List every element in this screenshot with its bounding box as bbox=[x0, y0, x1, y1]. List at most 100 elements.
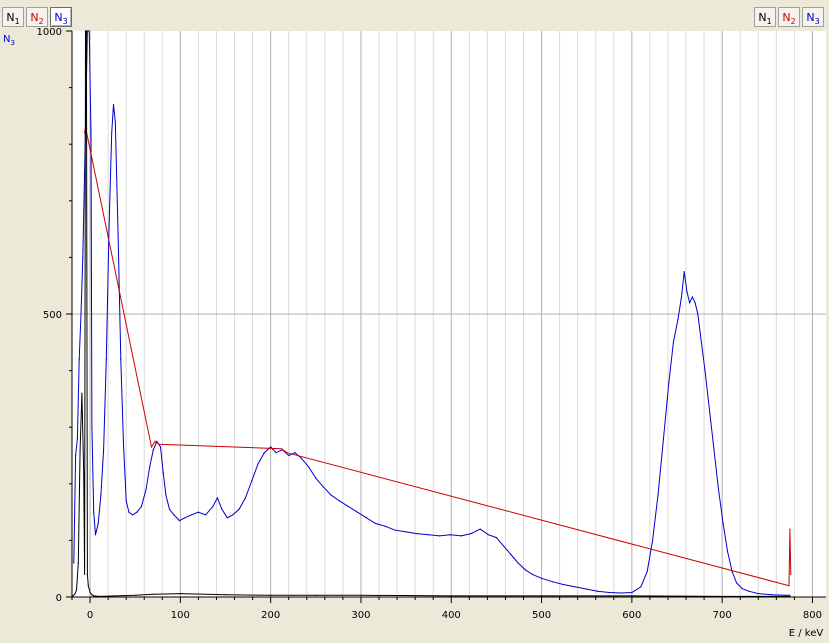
data-point-n3 bbox=[672, 341, 674, 343]
tab-subscript: 1 bbox=[766, 17, 772, 27]
data-point-n3 bbox=[270, 446, 272, 448]
data-point-n3 bbox=[347, 505, 349, 508]
tab-label: N bbox=[6, 11, 15, 24]
tab-left-n2[interactable]: N2 bbox=[26, 7, 48, 27]
data-point-n3 bbox=[677, 319, 679, 321]
data-point-n2 bbox=[150, 446, 153, 448]
data-point-n3 bbox=[713, 449, 715, 451]
data-point-n1 bbox=[93, 595, 95, 597]
data-point-n1 bbox=[81, 392, 83, 394]
data-point-n2 bbox=[790, 573, 792, 575]
data-point-n3 bbox=[365, 517, 367, 519]
data-point-n1 bbox=[75, 589, 78, 591]
data-point-n3 bbox=[741, 587, 743, 590]
tab-right-n2[interactable]: N2 bbox=[778, 7, 800, 27]
data-point-n3 bbox=[748, 590, 750, 592]
data-point-n3 bbox=[428, 534, 430, 536]
data-point-n3 bbox=[517, 562, 519, 564]
data-point-n1 bbox=[789, 595, 791, 598]
data-point-n3 bbox=[586, 588, 588, 590]
x-tick-label: 300 bbox=[351, 610, 370, 621]
data-point-n3 bbox=[652, 539, 654, 542]
data-point-n3 bbox=[145, 488, 147, 491]
data-point-n3 bbox=[140, 505, 143, 508]
data-point-n3 bbox=[722, 522, 724, 525]
tab-label: N bbox=[758, 11, 767, 24]
data-point-n1 bbox=[152, 593, 154, 595]
data-point-n3 bbox=[232, 514, 234, 516]
series-toolbar: N1 N2 N3 N1 N2 N3 bbox=[0, 0, 829, 30]
data-point-n3 bbox=[93, 511, 95, 513]
data-point-n3 bbox=[131, 514, 134, 516]
data-point-n1 bbox=[91, 594, 93, 596]
data-point-n3 bbox=[338, 500, 340, 502]
data-point-n3 bbox=[562, 583, 564, 586]
data-point-n3 bbox=[680, 296, 683, 298]
data-point-n1 bbox=[72, 595, 74, 597]
data-point-n3 bbox=[122, 443, 125, 445]
data-point-n3 bbox=[114, 120, 116, 123]
data-point-n3 bbox=[156, 440, 158, 442]
data-point-n3 bbox=[251, 480, 253, 482]
data-point-n3 bbox=[226, 517, 228, 519]
data-point-n3 bbox=[736, 582, 738, 584]
data-point-n1 bbox=[270, 594, 272, 596]
tab-subscript: 1 bbox=[14, 17, 20, 27]
data-point-n3 bbox=[288, 454, 290, 457]
data-point-n3 bbox=[731, 570, 733, 573]
tab-left-n1[interactable]: N1 bbox=[2, 7, 24, 27]
data-point-n3 bbox=[540, 577, 543, 579]
data-point-n1 bbox=[315, 594, 317, 596]
data-point-n1 bbox=[134, 594, 136, 596]
data-point-n3 bbox=[112, 103, 115, 106]
data-point-n3 bbox=[275, 452, 277, 454]
data-point-n3 bbox=[244, 497, 246, 499]
data-point-n3 bbox=[149, 466, 151, 468]
data-point-n2 bbox=[286, 452, 288, 454]
data-point-n3 bbox=[173, 514, 175, 516]
data-point-n3 bbox=[726, 551, 729, 553]
data-point-n3 bbox=[82, 256, 84, 258]
x-tick-label: 100 bbox=[171, 610, 190, 621]
data-point-n3 bbox=[694, 302, 696, 304]
active-series-label: N3 bbox=[3, 34, 15, 47]
data-point-n3 bbox=[646, 570, 648, 573]
data-point-n3 bbox=[100, 494, 102, 496]
data-point-n3 bbox=[708, 409, 711, 411]
data-point-n1 bbox=[540, 595, 543, 597]
data-point-n1 bbox=[77, 562, 79, 564]
data-point-n3 bbox=[449, 534, 451, 536]
tab-subscript: 3 bbox=[62, 17, 68, 27]
data-point-n3 bbox=[88, 30, 90, 32]
data-point-n2 bbox=[158, 443, 160, 445]
data-point-n1 bbox=[450, 595, 452, 597]
data-point-n3 bbox=[495, 536, 498, 539]
tab-subscript: 3 bbox=[814, 17, 820, 27]
data-point-n3 bbox=[86, 30, 88, 32]
data-point-n1 bbox=[631, 595, 633, 597]
data-point-n3 bbox=[620, 592, 622, 594]
x-axis-label: E / keV bbox=[789, 628, 824, 639]
data-point-n3 bbox=[216, 497, 218, 499]
data-point-n3 bbox=[322, 486, 324, 488]
data-point-n3 bbox=[90, 132, 92, 134]
data-point-n1 bbox=[360, 594, 362, 596]
tab-label: N bbox=[782, 11, 791, 24]
data-point-n3 bbox=[704, 370, 706, 372]
data-point-n3 bbox=[111, 132, 113, 134]
tab-left-n3[interactable]: N3 bbox=[50, 7, 72, 27]
data-point-n3 bbox=[689, 302, 691, 304]
data-point-n3 bbox=[184, 517, 186, 519]
data-point-n1 bbox=[84, 30, 87, 32]
data-point-n3 bbox=[662, 437, 665, 440]
data-point-n3 bbox=[394, 529, 396, 531]
tab-right-n1[interactable]: N1 bbox=[754, 7, 776, 27]
series-line-n2 bbox=[84, 127, 792, 587]
tab-right-n3[interactable]: N3 bbox=[802, 7, 824, 27]
data-point-n3 bbox=[668, 381, 670, 383]
data-point-n3 bbox=[315, 477, 317, 479]
data-point-n3 bbox=[640, 586, 642, 588]
data-point-n3 bbox=[771, 594, 773, 596]
data-point-n3 bbox=[307, 466, 310, 468]
